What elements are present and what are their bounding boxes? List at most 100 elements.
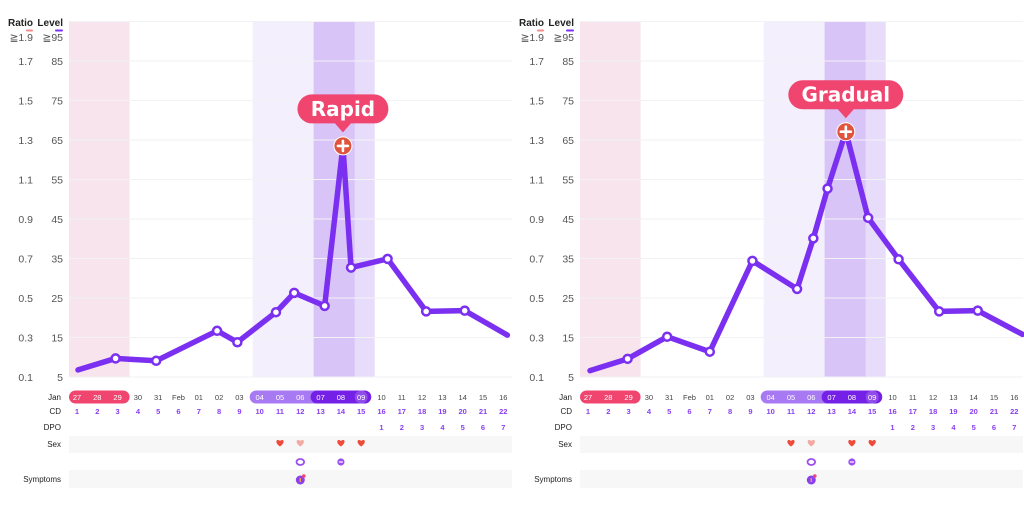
- date-label: 13: [949, 393, 957, 402]
- date-label: 31: [154, 393, 162, 402]
- ratio-tick-label: 1.1: [18, 175, 33, 187]
- date-label: 29: [624, 393, 632, 402]
- cycle-day-label: 19: [438, 407, 446, 416]
- cycle-day-label: 22: [499, 407, 507, 416]
- menses-date-pill: [580, 390, 641, 404]
- date-label: 01: [706, 393, 714, 402]
- data-point: [747, 255, 758, 267]
- cycle-day-label: 8: [217, 407, 221, 416]
- dpo-label: 5: [461, 423, 465, 432]
- chart-panel-rapid: ≧1.9 ≧951.7 851.5 751.3 651.1 550.9 450.7 350.5…: [8, 18, 512, 488]
- data-point: [972, 305, 984, 316]
- data-point: [211, 325, 223, 337]
- dpo-label: 3: [931, 423, 935, 432]
- level-tick-label: 5: [568, 372, 574, 384]
- cycle-day-label: 18: [929, 407, 937, 416]
- ratio-tick-label: 1.1: [529, 175, 544, 187]
- data-point: [791, 283, 803, 295]
- symptoms-row-label: Symptoms: [23, 475, 61, 484]
- data-point: [382, 253, 393, 265]
- fertile-shade: [252, 21, 314, 377]
- cycle-day-label: 19: [949, 407, 957, 416]
- date-label: 14: [970, 393, 978, 402]
- cycle-day-label: 18: [418, 407, 426, 416]
- ratio-tick-label: 1.7: [18, 56, 33, 68]
- ratio-axis-header: Ratio: [8, 18, 33, 29]
- level-tick-label: 35: [562, 254, 574, 266]
- dpo-label: 6: [481, 423, 485, 432]
- date-label: 06: [296, 393, 304, 402]
- ratio-tick-label: 0.9: [18, 214, 33, 226]
- date-label: 29: [113, 393, 121, 402]
- heart-icon: [276, 440, 284, 447]
- cycle-day-label: 4: [136, 407, 141, 416]
- level-tick-label: 55: [562, 175, 574, 187]
- level-tick-label: 75: [51, 96, 63, 108]
- cycle-day-label: 21: [990, 407, 998, 416]
- symptoms-row-band: [69, 470, 512, 488]
- data-point: [232, 336, 243, 348]
- data-point: [420, 306, 432, 317]
- cycle-day-label: 13: [316, 407, 324, 416]
- ratio-tick-label: 1.7: [529, 56, 544, 68]
- date-label: 02: [215, 393, 223, 402]
- dpo-label: 6: [992, 423, 996, 432]
- data-point: [893, 254, 904, 265]
- cycle-day-label: 17: [398, 407, 406, 416]
- data-point: [110, 353, 121, 364]
- date-label: 05: [787, 393, 795, 402]
- symptom-badge-icon: [302, 474, 306, 478]
- cycle-day-label: 3: [116, 407, 120, 416]
- trend-callout-label: Rapid: [311, 97, 375, 121]
- trend-callout: [297, 94, 389, 133]
- level-axis-header: Level: [37, 18, 63, 29]
- menses-date-pill: [69, 390, 130, 404]
- symptoms-row-label: Symptoms: [534, 475, 572, 484]
- trend-callout: [788, 80, 904, 119]
- data-point: [808, 233, 819, 244]
- level-tick-label: 85: [51, 56, 63, 68]
- plus-icon: [336, 139, 350, 153]
- heart-icon: [848, 440, 856, 447]
- level-series-line: [587, 128, 1024, 374]
- date-label: 08: [337, 393, 345, 402]
- level-tick-label: 45: [51, 214, 63, 226]
- post-peak-shade: [354, 21, 375, 377]
- ratio-tick-label: 0.3: [529, 333, 544, 345]
- level-series-line: [75, 143, 511, 373]
- ratio-tick-label: 1.5: [529, 96, 544, 108]
- date-label: 11: [909, 393, 917, 402]
- cycle-day-label: 5: [667, 407, 671, 416]
- data-point: [345, 262, 357, 273]
- cycle-day-label: 6: [687, 407, 691, 416]
- date-label: 15: [479, 393, 487, 402]
- cycle-day-label: 20: [970, 407, 978, 416]
- level-tick-label: ≧95: [554, 32, 575, 44]
- sex-row-label: Sex: [47, 440, 61, 449]
- data-point: [862, 212, 874, 224]
- date-label: 09: [868, 393, 876, 402]
- dpo-label: 4: [951, 423, 956, 432]
- date-label: 16: [499, 393, 507, 402]
- data-point: [459, 305, 470, 316]
- dpo-label: 2: [400, 423, 404, 432]
- peak-shade: [824, 21, 867, 377]
- date-label: 27: [584, 393, 592, 402]
- sex-row-band: [69, 436, 512, 453]
- cycle-day-label: 10: [767, 407, 775, 416]
- level-tick-label: 65: [51, 135, 63, 147]
- cycle-day-label: 9: [748, 407, 752, 416]
- date-label: 15: [990, 393, 998, 402]
- level-tick-label: 15: [51, 333, 63, 345]
- cycle-day-label: 2: [606, 407, 610, 416]
- ratio-tick-label: 0.5: [529, 293, 544, 305]
- cycle-day-label: 15: [868, 407, 876, 416]
- date-label: 13: [438, 393, 446, 402]
- cycle-day-label: 11: [276, 407, 284, 416]
- dpo-label: 1: [890, 423, 894, 432]
- cycle-day-label: 10: [256, 407, 264, 416]
- cycle-day-label: 16: [888, 407, 896, 416]
- data-point: [150, 355, 162, 367]
- date-label: 11: [398, 393, 406, 402]
- cycle-day-label: 17: [909, 407, 917, 416]
